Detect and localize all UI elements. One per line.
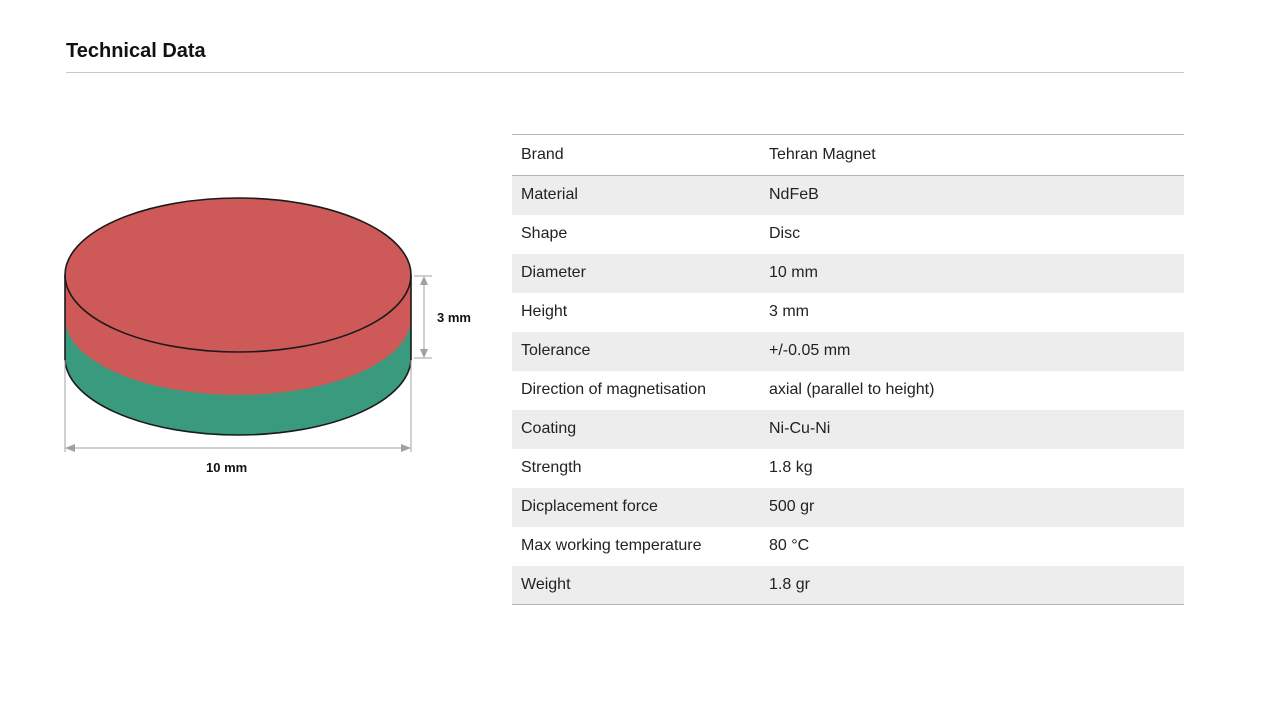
- spec-value: 10 mm: [769, 264, 818, 281]
- spec-value: 500 gr: [769, 498, 815, 515]
- table-row: Diameter 10 mm: [512, 253, 1184, 293]
- table-row: Shape Disc: [512, 215, 1184, 254]
- spec-property: Tolerance: [521, 342, 591, 359]
- spec-value: Disc: [769, 225, 801, 242]
- spec-value: Tehran Magnet: [769, 146, 876, 163]
- spec-property: Brand: [521, 146, 564, 163]
- spec-value: 1.8 kg: [769, 459, 813, 476]
- spec-value: Ni-Cu-Ni: [769, 420, 831, 437]
- page-title: Technical Data: [66, 40, 206, 62]
- spec-property: Strength: [521, 459, 582, 476]
- spec-property: Max working temperature: [521, 537, 702, 554]
- magnet-outline: [64, 275, 412, 436]
- table-row: Brand Tehran Magnet: [512, 135, 1184, 176]
- spec-property: Diameter: [521, 264, 586, 281]
- spec-value: axial (parallel to height): [769, 381, 935, 398]
- table-row: Direction of magnetisation axial (paralle…: [512, 371, 1184, 410]
- spec-property: Shape: [521, 225, 568, 242]
- table-row: Tolerance +/-0.05 mm: [512, 331, 1184, 371]
- spec-property: Material: [521, 186, 578, 204]
- table-row: Height 3 mm: [512, 293, 1184, 332]
- spec-value: 80 °C: [769, 537, 810, 554]
- table-row: Coating Ni-Cu-Ni: [512, 409, 1184, 449]
- table-row: Max working temperature 80 °C: [512, 527, 1184, 566]
- height-dimension: [414, 275, 432, 359]
- spec-value: NdFeB: [769, 186, 819, 204]
- title-divider: [66, 72, 1184, 73]
- table-row: Dicplacement force 500 gr: [512, 487, 1184, 527]
- magnet-top-face: [64, 197, 412, 353]
- diameter-label: 10 mm: [206, 460, 247, 475]
- spec-property: Weight: [521, 575, 571, 593]
- spec-property: Coating: [521, 420, 577, 437]
- spec-value: 1.8 gr: [769, 575, 810, 593]
- table-row: Material NdFeB: [512, 175, 1184, 215]
- spec-value: 3 mm: [769, 303, 809, 320]
- spec-property: Height: [521, 303, 568, 320]
- spec-property: Dicplacement force: [521, 498, 658, 515]
- height-label: 3 mm: [437, 310, 471, 325]
- diameter-dimension: [64, 360, 412, 452]
- spec-property: Direction of magnetisation: [521, 381, 706, 398]
- spec-value: +/-0.05 mm: [769, 342, 851, 359]
- spec-table: Brand Tehran Magnet Material NdFeB Shape Di…: [512, 134, 1184, 605]
- disc-magnet-figure: 3 mm 10 mm: [64, 197, 471, 475]
- table-row: Strength 1.8 kg: [512, 449, 1184, 488]
- table-row: Weight 1.8 gr: [512, 565, 1184, 605]
